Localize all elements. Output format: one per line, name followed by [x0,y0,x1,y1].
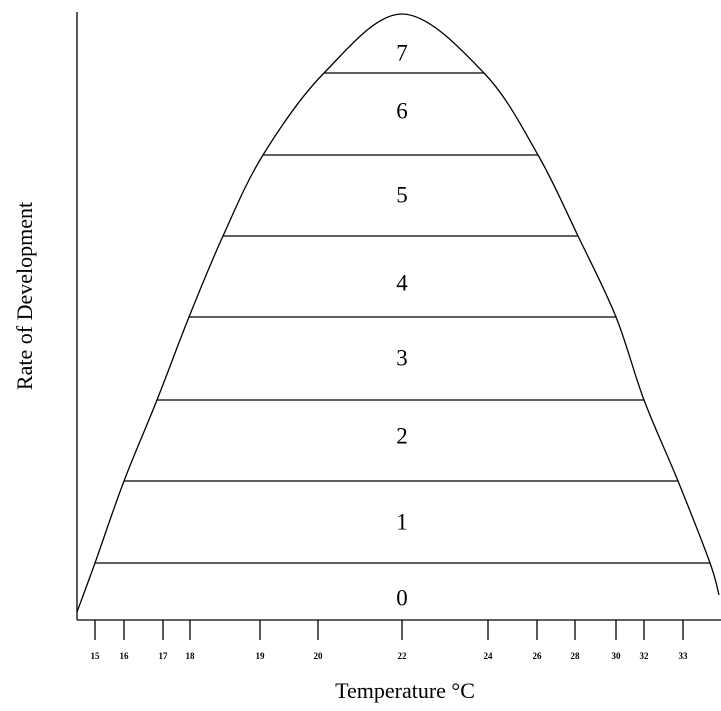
band-label: 1 [396,509,408,534]
x-tick-label: 33 [679,651,689,661]
band-label: 3 [396,345,408,370]
band-label: 7 [396,40,408,65]
x-tick-label: 30 [612,651,622,661]
band-label: 4 [396,270,408,295]
band-label: 0 [396,585,408,610]
x-axis-label: Temperature °C [335,678,475,703]
x-tick-label: 17 [159,651,169,661]
x-tick-label: 18 [186,651,196,661]
x-tick-label: 15 [91,651,101,661]
y-axis-label: Rate of Development [12,202,37,390]
x-tick-label: 19 [256,651,266,661]
band-label: 5 [396,182,408,207]
band-label: 2 [396,423,408,448]
x-tick-label: 26 [533,651,543,661]
band-label: 6 [396,98,408,123]
x-tick-label: 32 [640,651,650,661]
curve [76,13,720,613]
x-tick-label: 28 [571,651,581,661]
x-tick-label: 22 [398,651,408,661]
x-tick-label: 16 [120,651,130,661]
x-tick-label: 20 [314,651,324,661]
x-tick-label: 24 [484,651,494,661]
